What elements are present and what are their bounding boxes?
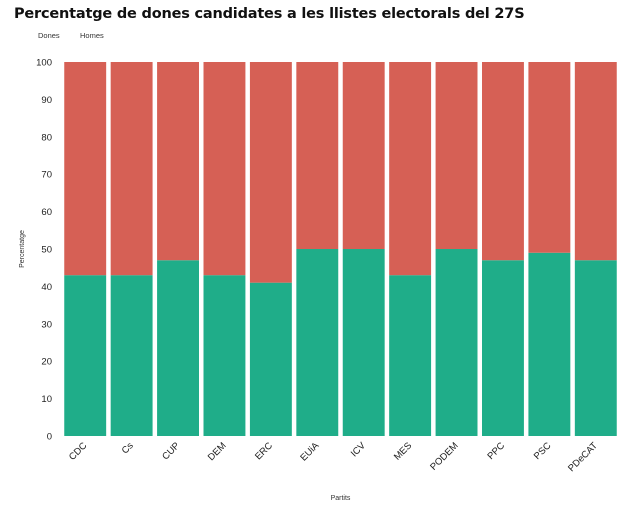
y-axis: 0 10 20 30 40 50 60 70 80 90 100: [36, 58, 52, 443]
y-tick-label: 70: [41, 170, 52, 181]
bar-homes-podem: [435, 62, 478, 249]
legend-dones: Dones: [38, 31, 60, 40]
x-tick-label: PDeCAT: [566, 440, 600, 474]
bar-homes-erc: [249, 62, 292, 283]
bar-dones-ppc: [482, 260, 524, 436]
y-tick-label: 50: [41, 245, 52, 256]
bar-dones-pdecat: [574, 260, 617, 436]
y-tick-label: 90: [41, 95, 52, 106]
x-tick-label: DEM: [206, 440, 229, 463]
y-tick-label: 0: [47, 432, 52, 443]
bar-homes-cdc: [64, 62, 107, 276]
x-tick-label: ICV: [349, 440, 368, 459]
legend-homes: Homes: [80, 31, 104, 40]
bar-dones-cdc: [64, 275, 107, 436]
y-tick-label: 60: [41, 207, 52, 218]
bar-dones-psc: [528, 252, 571, 436]
bar-dones-cup: [157, 260, 199, 436]
x-tick-label: PODEM: [428, 440, 460, 472]
x-tick-label: CUP: [160, 440, 182, 462]
y-tick-label: 40: [41, 282, 52, 293]
bar-dones-dem: [203, 275, 246, 436]
bar-dones-erc: [249, 282, 292, 436]
bar-homes-psc: [528, 62, 571, 253]
y-tick-label: 100: [36, 58, 52, 69]
x-tick-label: PPC: [485, 440, 507, 462]
bar-dones-icv: [342, 249, 385, 436]
bar-homes-ppc: [482, 62, 524, 261]
x-axis-title: Partits: [331, 495, 351, 502]
y-tick-label: 20: [41, 357, 52, 368]
chart-title: Percentatge de dones candidates a les ll…: [14, 6, 525, 22]
bar-dones-cs: [110, 275, 153, 436]
x-tick-label: EUiA: [298, 440, 322, 464]
bar-homes-euia: [296, 62, 339, 249]
y-tick-label: 10: [41, 394, 52, 405]
bar-homes-icv: [342, 62, 385, 249]
y-tick-label: 30: [41, 319, 52, 330]
bar-dones-euia: [296, 249, 339, 436]
x-tick-label: ERC: [253, 440, 275, 462]
x-tick-label: MES: [392, 440, 414, 462]
bar-dones-mes: [389, 275, 432, 436]
x-tick-label: PSC: [532, 440, 554, 462]
bar-homes-cup: [157, 62, 199, 261]
x-axis: CDC Cs CUP DEM ERC EUiA ICV MES PODEM PPC PSC PDeCA…: [67, 440, 600, 474]
bar-homes-mes: [389, 62, 432, 276]
x-tick-label: Cs: [120, 440, 136, 456]
bar-homes-dem: [203, 62, 246, 276]
x-tick-label: CDC: [67, 440, 89, 462]
bar-dones-podem: [435, 249, 478, 436]
bars: [64, 62, 617, 436]
bar-homes-pdecat: [574, 62, 617, 261]
y-axis-title: Percentatge: [19, 230, 26, 268]
y-tick-label: 80: [41, 132, 52, 143]
bar-homes-cs: [110, 62, 153, 276]
